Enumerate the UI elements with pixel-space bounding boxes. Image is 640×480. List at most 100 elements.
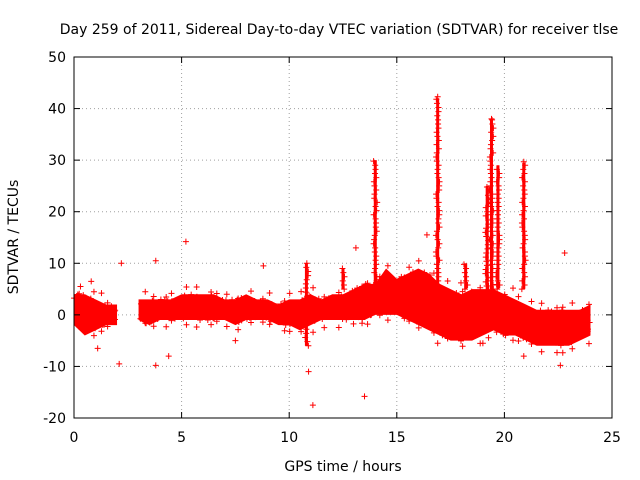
data-point	[487, 141, 494, 148]
data-point	[276, 313, 283, 320]
y-tick-label: -20	[43, 411, 66, 427]
data-point	[494, 224, 501, 231]
data-point	[436, 240, 443, 247]
data-point	[213, 290, 220, 297]
data-point	[436, 257, 443, 264]
data-point	[475, 310, 482, 317]
data-point	[520, 166, 527, 173]
data-point	[410, 289, 417, 296]
data-point	[148, 310, 155, 317]
data-point	[542, 327, 549, 334]
data-point	[204, 304, 211, 311]
data-point	[373, 228, 380, 235]
data-point	[435, 244, 442, 251]
data-point	[516, 310, 523, 317]
data-point	[364, 280, 371, 287]
data-point	[409, 269, 416, 276]
data-point	[520, 207, 527, 214]
data-point	[246, 314, 253, 321]
data-point	[234, 296, 241, 303]
data-point	[548, 308, 555, 315]
data-point	[497, 309, 504, 316]
data-point	[477, 284, 484, 291]
data-point	[76, 320, 83, 327]
data-point	[413, 311, 420, 318]
data-point	[334, 295, 341, 302]
data-point	[266, 290, 273, 297]
data-point	[549, 334, 556, 341]
data-point	[223, 313, 230, 320]
data-point	[485, 334, 492, 341]
data-point	[566, 324, 573, 331]
data-point	[373, 187, 380, 194]
data-point	[98, 290, 105, 297]
data-point	[371, 269, 378, 276]
data-point	[449, 316, 456, 323]
data-point	[333, 296, 340, 303]
data-point	[558, 310, 565, 317]
data-point	[258, 303, 265, 310]
data-point	[482, 254, 489, 261]
data-point	[521, 281, 528, 288]
data-point	[489, 116, 496, 123]
data-point	[520, 182, 527, 189]
data-point	[161, 297, 168, 304]
data-point	[341, 305, 348, 312]
data-point	[103, 317, 110, 324]
data-point	[430, 329, 437, 336]
data-point	[571, 310, 578, 317]
data-point	[235, 295, 242, 302]
data-point	[488, 129, 495, 136]
data-point	[451, 331, 458, 338]
data-point	[485, 196, 492, 203]
y-tick-label: 20	[48, 205, 66, 221]
data-point	[212, 308, 219, 315]
data-point	[424, 281, 431, 288]
data-point	[293, 304, 300, 311]
data-point	[519, 244, 526, 251]
data-point	[152, 257, 159, 264]
data-point	[288, 311, 295, 318]
data-point	[182, 238, 189, 245]
data-point	[493, 166, 500, 173]
data-point	[569, 345, 576, 352]
data-point	[539, 312, 546, 319]
data-point	[372, 162, 379, 169]
data-point	[432, 248, 439, 255]
data-point	[522, 304, 529, 311]
data-point	[348, 312, 355, 319]
data-point	[170, 308, 177, 315]
plot-frame	[73, 56, 613, 419]
data-point	[84, 326, 91, 333]
data-point	[150, 323, 157, 330]
data-point	[558, 334, 565, 341]
data-point	[371, 286, 378, 293]
data-point	[519, 199, 526, 206]
data-point	[583, 311, 590, 318]
data-point	[369, 302, 376, 309]
data-point	[519, 265, 526, 272]
data-point	[489, 303, 496, 310]
data-point	[286, 290, 293, 297]
data-point	[495, 203, 502, 210]
data-point	[427, 271, 434, 278]
data-point	[520, 215, 527, 222]
data-point	[519, 174, 526, 181]
data-point	[463, 265, 470, 272]
data-band	[74, 294, 118, 336]
data-point	[433, 141, 440, 148]
data-point	[359, 320, 366, 327]
data-point	[193, 293, 200, 300]
data-point	[487, 224, 494, 231]
data-point	[521, 178, 528, 185]
data-point	[349, 294, 356, 301]
data-point	[483, 233, 490, 240]
x-tick-label: 20	[495, 430, 513, 446]
data-point	[208, 288, 215, 295]
data-point	[409, 312, 416, 319]
data-point	[76, 323, 83, 330]
data-point	[385, 274, 392, 281]
data-point	[302, 280, 309, 287]
data-point	[310, 284, 317, 291]
data-point	[435, 137, 442, 144]
